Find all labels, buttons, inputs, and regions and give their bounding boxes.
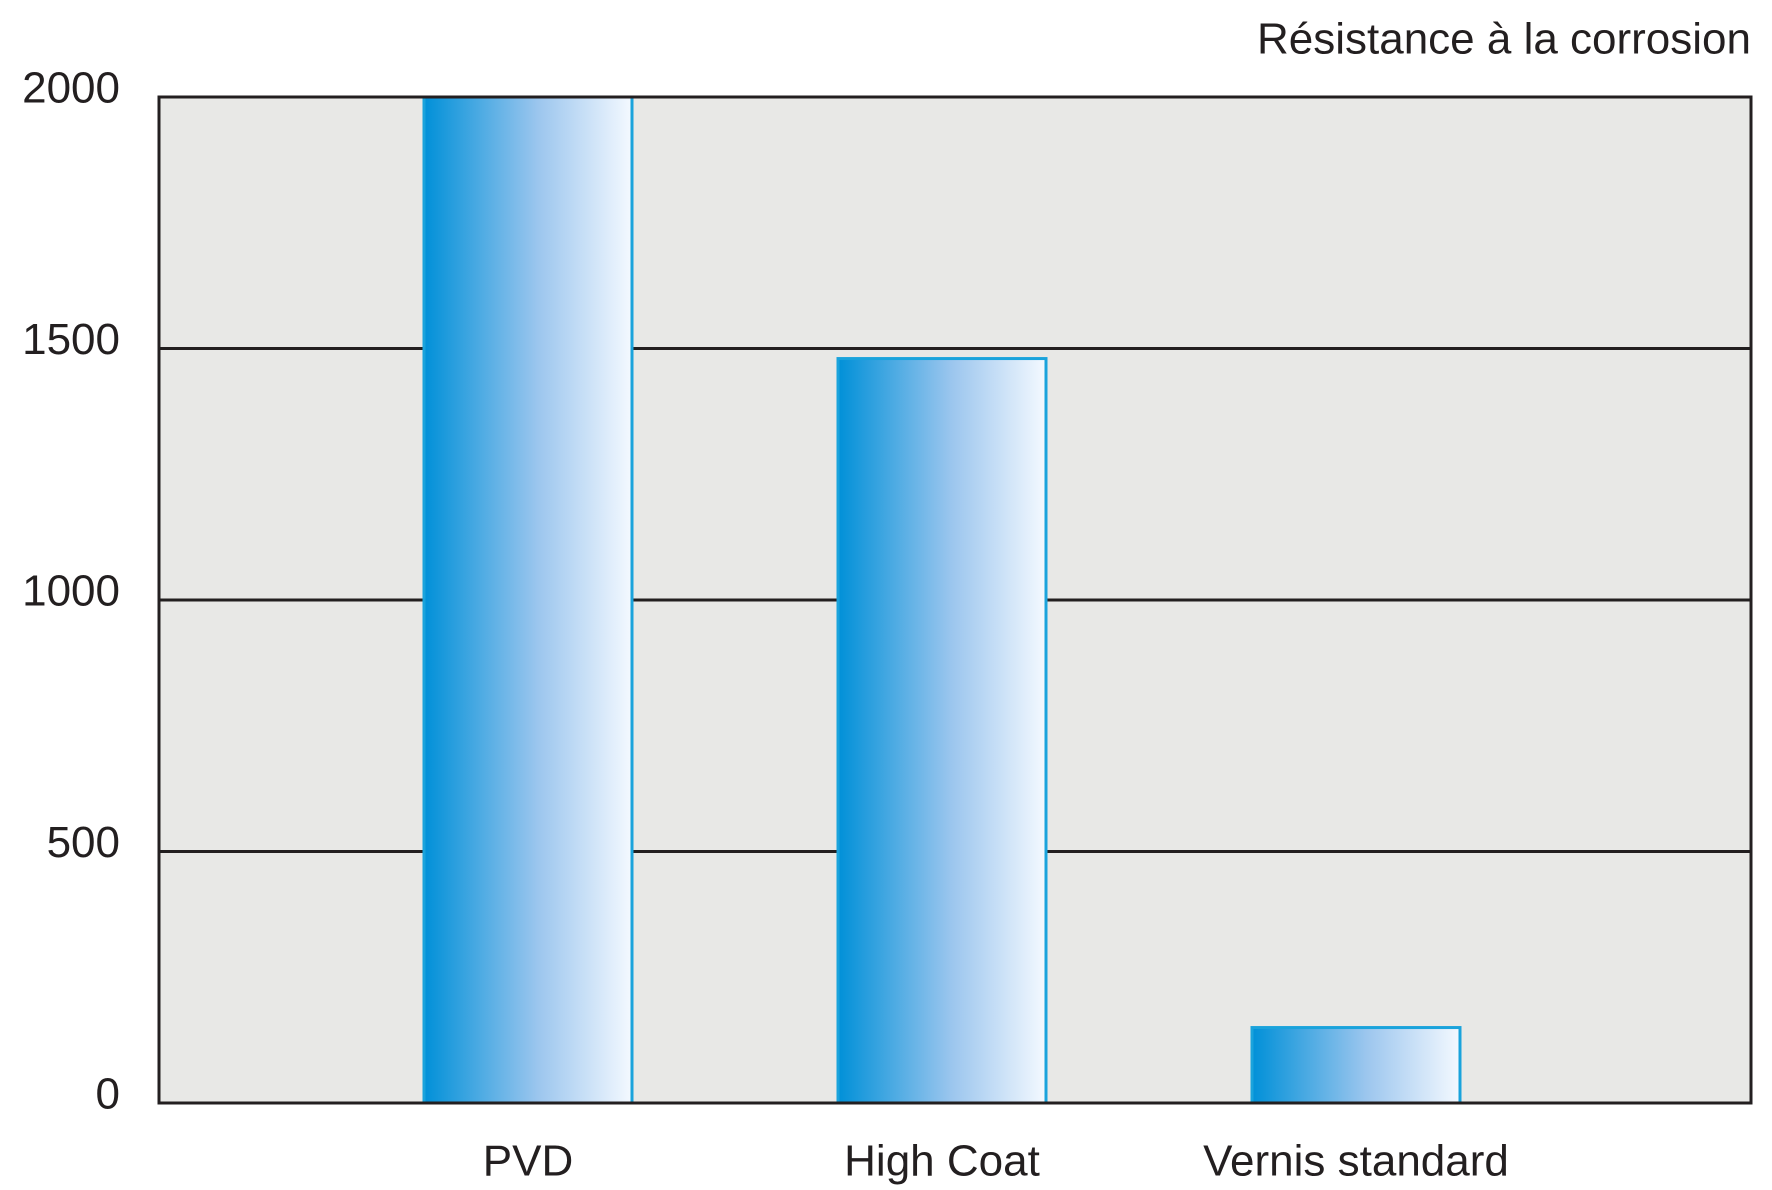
y-tick-label: 1500 (22, 315, 120, 364)
bars (422, 95, 1462, 1105)
bar (836, 357, 1048, 1105)
x-tick-label: High Coat (844, 1137, 1040, 1186)
bar (1250, 1026, 1462, 1105)
x-tick-label: PVD (483, 1137, 573, 1186)
x-tick-label: Vernis standard (1203, 1137, 1509, 1186)
chart-title: Résistance à la corrosion (1257, 15, 1751, 64)
y-tick-label: 500 (47, 818, 120, 867)
y-tick-label: 1000 (22, 567, 120, 616)
plot-frame (157, 95, 1753, 1105)
y-tick-label: 0 (96, 1070, 120, 1119)
y-tick-label: 2000 (22, 64, 120, 113)
bar (422, 95, 634, 1105)
